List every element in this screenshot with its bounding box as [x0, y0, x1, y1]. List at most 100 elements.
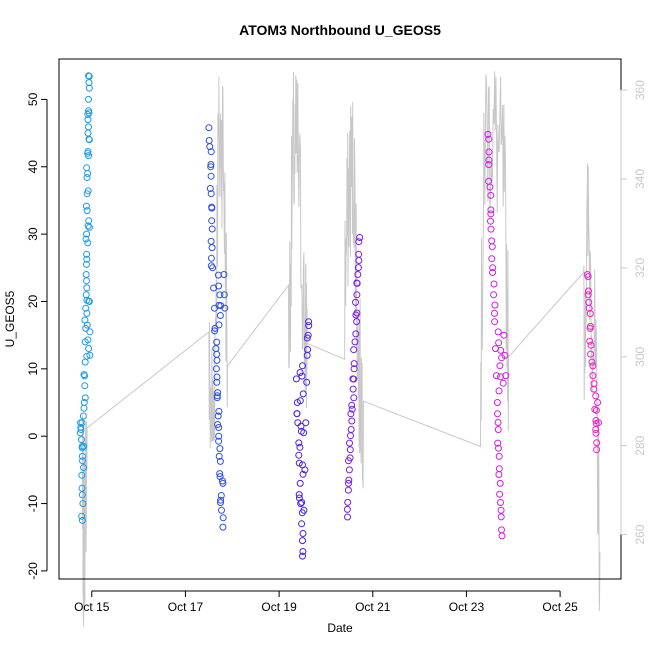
- data-point: [296, 479, 304, 487]
- data-point: [345, 479, 352, 487]
- data-point: [349, 385, 357, 393]
- data-point: [584, 291, 592, 299]
- data-point: [348, 401, 356, 409]
- data-point: [592, 417, 600, 424]
- y2-tick-label: 360: [633, 80, 647, 100]
- data-point: [299, 362, 306, 370]
- data-point: [485, 156, 493, 164]
- data-point: [217, 302, 225, 310]
- data-point: [80, 464, 87, 472]
- data-point: [217, 492, 225, 499]
- data-point: [303, 334, 311, 342]
- data-point: [211, 324, 219, 332]
- data-point: [85, 84, 93, 92]
- data-point: [494, 426, 502, 433]
- x-tick-label: Oct 19: [261, 600, 297, 614]
- data-point: [489, 269, 497, 276]
- y-tick-label: 20: [26, 295, 40, 309]
- series-2: [205, 124, 229, 531]
- data-point: [83, 174, 91, 181]
- y2-tick-label: 320: [633, 258, 647, 278]
- data-point: [295, 439, 303, 447]
- data-point: [350, 360, 358, 368]
- x-axis-label: Date: [327, 621, 353, 635]
- data-point: [353, 291, 361, 299]
- data-point: [219, 523, 227, 531]
- data-point: [213, 373, 221, 381]
- data-point: [84, 111, 92, 118]
- series-3: [292, 318, 313, 560]
- data-point: [584, 273, 592, 281]
- data-point: [587, 350, 595, 358]
- data-point: [216, 470, 224, 478]
- data-point: [354, 264, 362, 272]
- data-point: [79, 457, 86, 465]
- data-point: [297, 422, 305, 430]
- data-point: [216, 445, 224, 453]
- y-tick-label: 50: [26, 92, 40, 106]
- data-point: [592, 406, 600, 414]
- y-tick-label: -10: [26, 495, 40, 513]
- series-5: [484, 130, 510, 540]
- data-point: [593, 446, 601, 454]
- data-point: [347, 432, 354, 440]
- data-point: [83, 352, 91, 360]
- data-point: [591, 405, 599, 413]
- data-point: [497, 513, 505, 521]
- data-point: [217, 499, 224, 507]
- data-point: [346, 446, 354, 454]
- data-point: [498, 532, 506, 540]
- data-point: [587, 341, 595, 349]
- y-tick-label: 0: [26, 433, 40, 440]
- data-point: [78, 491, 86, 499]
- data-point: [494, 328, 502, 336]
- data-point: [215, 282, 223, 290]
- data-point: [494, 410, 501, 418]
- data-point: [296, 369, 304, 376]
- y-tick-label: 30: [26, 227, 40, 241]
- y-tick-label: 40: [26, 160, 40, 174]
- data-point: [205, 137, 213, 144]
- data-point: [207, 172, 215, 180]
- data-point: [353, 318, 361, 326]
- data-point: [298, 372, 306, 380]
- data-point: [343, 505, 351, 513]
- data-point: [485, 135, 493, 143]
- data-point: [81, 382, 89, 390]
- data-point: [214, 412, 222, 420]
- data-point: [585, 298, 593, 306]
- data-point: [488, 255, 496, 263]
- x-tick-label: Oct 25: [542, 600, 578, 614]
- data-point: [215, 424, 223, 431]
- data-point: [209, 264, 217, 272]
- y2-tick-label: 280: [633, 435, 647, 455]
- data-point: [296, 397, 304, 405]
- data-point: [592, 392, 600, 400]
- data-point: [304, 346, 312, 353]
- data-point: [488, 243, 496, 251]
- data-point: [499, 379, 507, 387]
- data-point: [82, 304, 90, 312]
- data-point: [498, 526, 505, 534]
- data-point: [491, 301, 499, 309]
- data-point: [79, 500, 87, 508]
- data-point: [81, 372, 89, 380]
- data-point: [299, 548, 307, 555]
- data-point: [84, 129, 92, 137]
- data-point: [490, 280, 498, 288]
- data-point: [207, 148, 215, 156]
- data-point: [205, 124, 213, 132]
- data-point: [76, 429, 84, 437]
- series-4: [343, 234, 364, 521]
- data-point: [215, 432, 223, 440]
- data-point: [83, 250, 91, 258]
- y-tick-label: -20: [26, 562, 40, 580]
- data-point: [84, 148, 92, 155]
- data-point: [305, 322, 313, 330]
- data-point: [494, 439, 502, 447]
- data-point: [85, 152, 92, 160]
- data-point: [495, 452, 503, 460]
- data-point: [299, 530, 307, 537]
- data-point: [219, 477, 226, 485]
- plot-area-frame: [58, 58, 622, 580]
